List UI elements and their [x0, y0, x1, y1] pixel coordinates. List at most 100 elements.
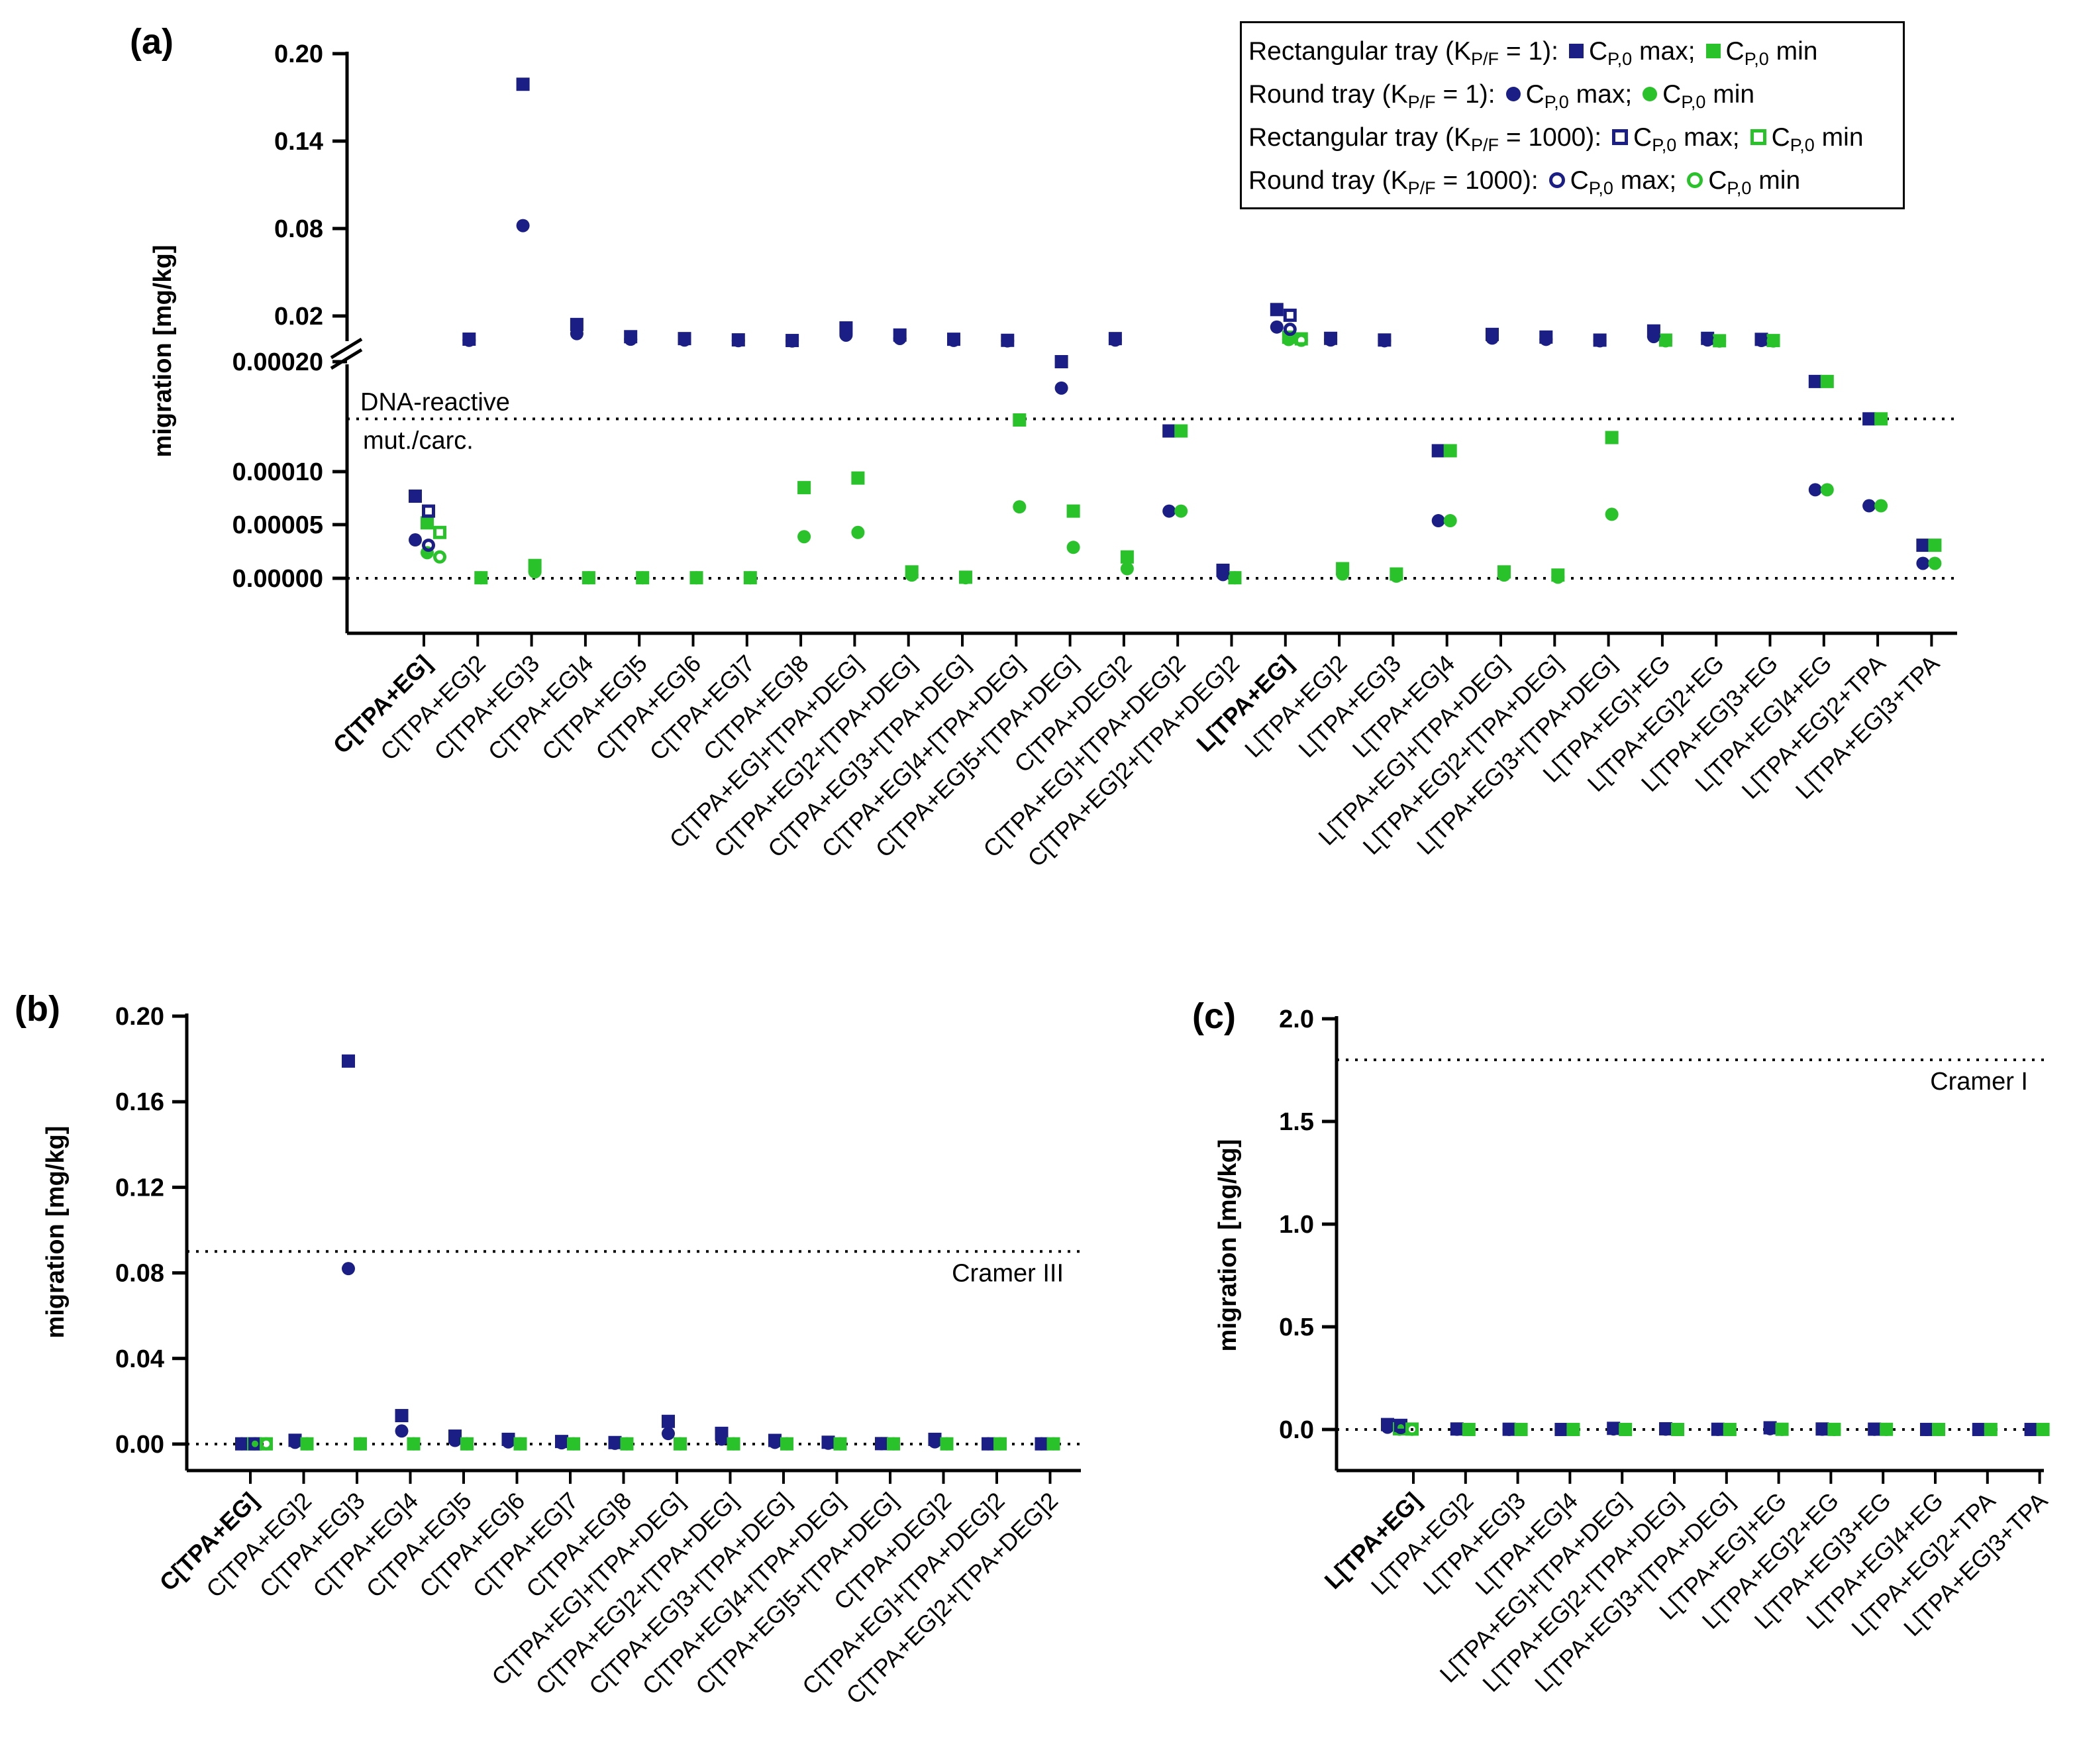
data-point: [235, 1437, 248, 1451]
data-point: [516, 78, 530, 91]
y-tick-label: 0.00010: [232, 458, 323, 486]
legend-label: = 1000):: [1435, 166, 1539, 195]
plot-c: 0.0 0.5 1.0 1.5 2.0 migration [mg/kg] Cramer I…: [1214, 1006, 2052, 1697]
data-point: [1607, 1422, 1621, 1436]
data-point: [555, 1436, 568, 1450]
legend-marker: [1750, 129, 1766, 145]
y-tick-label: 0.08: [274, 215, 323, 243]
y-tick-label: 0.5: [1279, 1314, 1314, 1341]
data-point: [1502, 1422, 1516, 1436]
data-point: [662, 1427, 675, 1441]
y-tick-label: 0.00020: [232, 348, 323, 376]
legend-label: min: [1705, 80, 1755, 109]
data-point: [422, 539, 435, 552]
data-point: [1605, 431, 1619, 444]
data-point: [1405, 1422, 1419, 1436]
y-tick-label: 1.5: [1279, 1108, 1314, 1136]
data-point: [620, 1437, 634, 1451]
legend-label: max;: [1632, 37, 1696, 66]
data-point: [1174, 504, 1188, 518]
legend-label: min: [1814, 123, 1864, 152]
y-tick-label: 0.04: [115, 1345, 164, 1373]
legend-label: = 1):: [1499, 37, 1558, 66]
data-point: [1659, 1422, 1672, 1436]
legend-label: C: [1708, 166, 1727, 195]
legend: Rectangular tray (KP/F = 1): CP,0 max; CP,…: [1240, 21, 1905, 209]
data-point: [1619, 1422, 1633, 1436]
legend-subscript: P,0: [1607, 49, 1633, 69]
legend-subscript: P,0: [1790, 135, 1815, 155]
data-point: [1381, 1420, 1394, 1434]
legend-marker: [1568, 43, 1584, 58]
data-point: [662, 1414, 675, 1428]
legend-label: C: [1525, 80, 1545, 109]
data-point: [875, 1437, 888, 1451]
data-point: [2024, 1422, 2038, 1436]
data-point: [1928, 556, 1942, 570]
data-point: [624, 333, 638, 346]
data-point: [1216, 568, 1230, 582]
panel-label-c: (c): [1192, 996, 1236, 1036]
legend-subscript: P,0: [1727, 178, 1752, 198]
legend-subscript: P/F: [1407, 178, 1436, 198]
data-point: [1763, 1422, 1777, 1435]
data-point: [501, 1435, 515, 1449]
data-point: [513, 1437, 527, 1451]
data-point: [821, 1436, 835, 1450]
data-point: [1754, 334, 1768, 348]
y-tick-label: 0.02: [274, 303, 323, 331]
data-point: [1916, 539, 1930, 552]
y-tick-label: 0.20: [274, 40, 323, 68]
legend-label: C: [1725, 37, 1745, 66]
data-point: [1551, 570, 1565, 584]
axis-break-mark: [330, 348, 363, 370]
data-point: [354, 1437, 367, 1451]
legend-subscript: P,0: [1744, 49, 1769, 69]
y-tick-label: 0.20: [115, 1003, 164, 1031]
data-point: [570, 317, 583, 331]
data-point: [421, 516, 434, 530]
data-point: [342, 1262, 355, 1276]
reference-label: DNA-reactive: [360, 388, 510, 416]
data-point: [409, 533, 422, 547]
data-point: [1713, 334, 1727, 348]
y-axis-label: migration [mg/kg]: [149, 245, 177, 458]
legend-row: Rectangular tray (KP/F = 1000): CP,0 max;…: [1248, 116, 1903, 159]
data-point: [1270, 303, 1284, 317]
legend-row: Rectangular tray (KP/F = 1): CP,0 max; CP,…: [1248, 30, 1903, 73]
data-point: [1928, 539, 1942, 552]
data-point: [743, 571, 757, 585]
data-point: [1035, 1437, 1048, 1451]
legend-marker: [1687, 172, 1703, 188]
data-point: [1390, 569, 1403, 583]
data-point: [1054, 355, 1068, 368]
data-point: [1808, 483, 1822, 497]
data-point: [1646, 330, 1660, 344]
legend-label: = 1000):: [1499, 123, 1602, 152]
reference-label: mut./carc.: [363, 427, 474, 454]
data-point: [1336, 567, 1350, 581]
data-point: [407, 1437, 421, 1451]
data-point: [409, 490, 422, 503]
legend-marker: [1548, 172, 1565, 188]
y-tick-label: 0.0: [1279, 1416, 1314, 1444]
data-point: [893, 331, 907, 345]
data-point: [474, 571, 488, 585]
data-point: [288, 1435, 302, 1449]
data-point: [460, 1437, 474, 1451]
legend-label: min: [1751, 166, 1801, 195]
data-point: [839, 328, 853, 342]
legend-label: max;: [1676, 123, 1740, 152]
data-point: [768, 1435, 782, 1449]
data-point: [1820, 374, 1834, 388]
data-point: [1108, 333, 1122, 347]
data-point: [1932, 1422, 1945, 1436]
legend-subscript: P/F: [1470, 49, 1499, 69]
data-point: [395, 1424, 409, 1438]
data-point: [1120, 562, 1134, 576]
data-point: [1723, 1422, 1737, 1436]
data-point: [1827, 1422, 1841, 1436]
data-point: [422, 504, 435, 518]
legend-subscript: P,0: [1681, 92, 1706, 112]
